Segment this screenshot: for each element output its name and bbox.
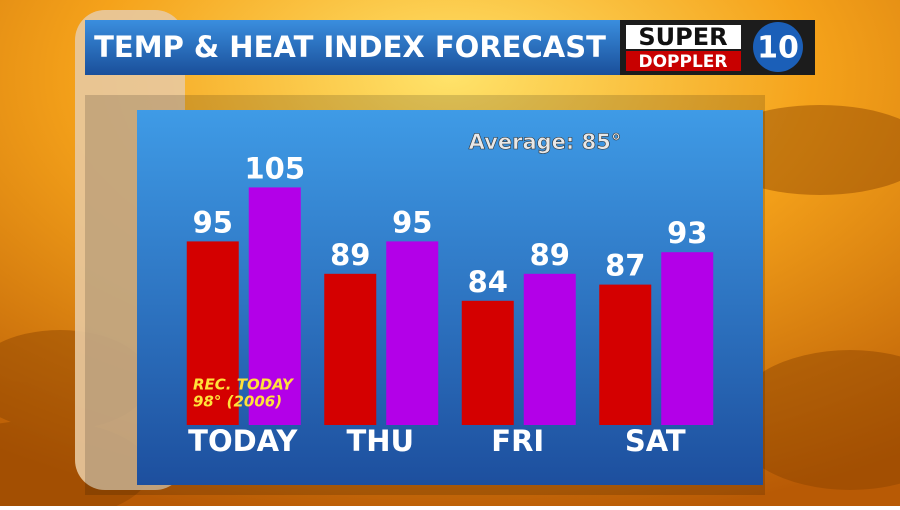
value-label: 93 [667, 216, 707, 250]
bar [324, 273, 377, 425]
x-tick-label: SAT [625, 424, 686, 458]
record-note: REC. TODAY [193, 376, 295, 394]
logo-number: 10 [757, 31, 799, 66]
bar [461, 300, 514, 425]
bar [248, 187, 301, 425]
panel [137, 110, 763, 485]
chart-title: TEMP & HEAT INDEX FORECAST [94, 30, 606, 64]
x-tick-label: TODAY [188, 424, 298, 458]
logo-bottom: DOPPLER [638, 52, 727, 72]
bar [386, 241, 439, 425]
logo-top: SUPER [638, 23, 727, 51]
logo: SUPER DOPPLER 10 [620, 20, 815, 75]
value-label: 95 [193, 205, 233, 239]
value-label: 89 [330, 238, 370, 272]
value-label: 87 [605, 249, 645, 283]
logo-top-box [626, 25, 741, 49]
value-label: 105 [244, 151, 305, 185]
bar [186, 241, 239, 425]
bar [661, 252, 714, 425]
bar [599, 284, 652, 425]
record-note: 98° (2006) [193, 393, 282, 411]
value-label: 89 [530, 238, 570, 272]
value-label: 84 [468, 265, 508, 299]
title-banner [85, 20, 620, 75]
logo-circle [753, 22, 803, 72]
x-tick-label: FRI [491, 424, 544, 458]
logo-bottom-box [626, 51, 741, 71]
bar [523, 273, 576, 425]
average-label: Average: 85° [469, 130, 622, 154]
value-label: 95 [392, 205, 432, 239]
x-tick-label: THU [346, 424, 414, 458]
